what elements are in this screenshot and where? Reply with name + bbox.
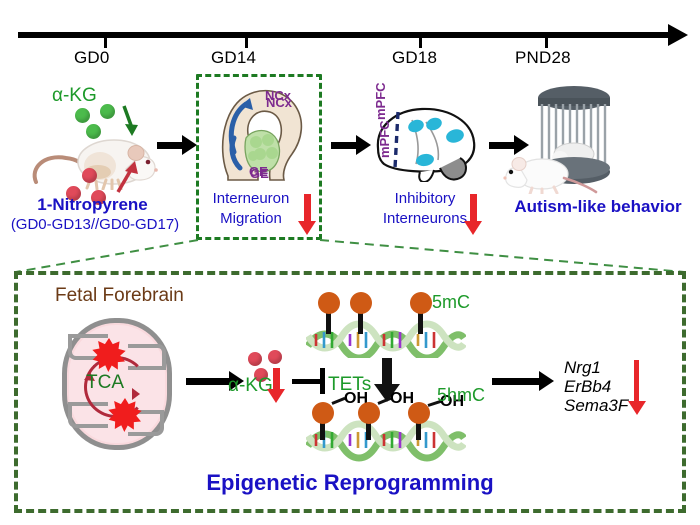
methyl-stalk — [326, 308, 331, 334]
mitochondrion-icon: TCA — [62, 318, 172, 450]
gene-item-nrg1: Nrg1 — [564, 358, 601, 377]
epigenetic-reprogramming-label: Epigenetic Reprogramming — [206, 470, 494, 495]
gd14-decrease-arrow-icon — [298, 194, 316, 235]
mark-5mc-label: 5mC — [432, 292, 471, 312]
akg-molecule-dot — [248, 352, 262, 366]
gene-item-sema3f: Sema3F — [564, 396, 629, 415]
oh-label: OH — [390, 390, 414, 407]
oh-label: OH — [344, 390, 368, 407]
lateral-brain-icon: mPFC — [376, 107, 476, 182]
nitropyrene-up-arrow-icon — [116, 161, 138, 193]
tets-label: TETs — [328, 374, 372, 395]
akg-molecule-dot — [254, 368, 268, 382]
mouse-icon — [503, 157, 598, 194]
akg-decrease-arrow-icon — [267, 368, 285, 403]
methyl-stalk — [366, 418, 371, 440]
hydroxymethyl-group-icon — [312, 402, 334, 424]
dosing-window-label: (GD0-GD13//GD0-GD17) — [10, 216, 180, 233]
ncx-region-label: NCx — [265, 88, 292, 103]
mechanism-akg-label: α-KG — [228, 375, 273, 396]
dna-5mc-icon — [306, 320, 466, 358]
timeline-tick-gd0 — [104, 38, 107, 48]
conversion-down-arrow-icon — [374, 358, 400, 402]
akg-molecule-dot — [86, 124, 101, 139]
gd18-decrease-arrow-icon — [464, 194, 482, 235]
timeline-label-gd14: GD14 — [211, 48, 257, 67]
akg-label: α-KG — [52, 85, 97, 106]
methyl-stalk — [320, 418, 325, 440]
methyl-group-icon — [318, 292, 340, 314]
timeline-tick-gd14 — [245, 38, 248, 48]
pregnant-mouse-icon — [32, 139, 158, 190]
oh-label: OH — [440, 393, 464, 410]
nitropyrene-molecule-dot — [66, 186, 81, 201]
gd14-caption-line1: Interneuron — [212, 190, 290, 207]
timeline-axis — [18, 32, 678, 38]
timeline-label-gd0: GD0 — [74, 48, 110, 67]
arrow-gd18-to-pnd28 — [489, 135, 529, 155]
inhibition-bar-icon — [292, 379, 322, 384]
arrow-mito-to-akg — [186, 371, 244, 391]
methyl-stalk — [418, 308, 423, 334]
akg-down-arrow-icon — [122, 105, 138, 136]
autism-behavior-label: Autism-like behavior — [514, 197, 682, 216]
ge-region-label: GE — [249, 164, 268, 179]
mark-5hmc-label: 5hmC — [437, 385, 486, 405]
genes-decrease-arrow-icon — [628, 360, 646, 415]
methyl-group-icon — [350, 292, 372, 314]
tca-label: TCA — [86, 372, 124, 393]
svg-text:mPFC: mPFC — [377, 120, 392, 158]
gd14-caption-line2: Migration — [220, 210, 282, 227]
nitropyrene-molecule-dot — [91, 190, 106, 205]
inhibition-bar-cap — [320, 368, 325, 394]
zoom-connector-lines — [15, 239, 685, 273]
arrow-to-genes — [492, 371, 554, 391]
mechanism-panel — [14, 271, 686, 513]
nitropyrene-label: 1-Nitropyrene — [37, 195, 148, 214]
timeline-label-pnd28: PND28 — [515, 48, 571, 67]
akg-molecule-dot — [100, 104, 115, 119]
timeline-label-gd18: GD18 — [392, 48, 438, 67]
mpfc-region-label: mPFC — [373, 82, 388, 120]
arrow-gd14-to-gd18 — [331, 135, 371, 155]
akg-molecule-dot — [268, 350, 282, 364]
methyl-stalk — [416, 418, 421, 440]
fetal-forebrain-label: Fetal Forebrain — [55, 285, 184, 306]
nitropyrene-molecule-dot — [82, 168, 97, 183]
gene-item-erbb4: ErBb4 — [564, 377, 612, 396]
coronal-brain-slice-icon: NCx GE — [221, 89, 303, 181]
ncx-label: NCx — [266, 95, 293, 110]
methyl-group-icon — [410, 292, 432, 314]
dna-5hmc-icon — [306, 420, 466, 462]
hydroxymethyl-group-icon — [408, 402, 430, 424]
timeline-tick-gd18 — [419, 38, 422, 48]
ge-label: GE — [250, 166, 269, 181]
timeline-arrow-icon — [668, 24, 688, 46]
gd18-caption-line1: Inhibitory — [394, 190, 456, 207]
arrow-exposure-to-gd14 — [157, 135, 197, 155]
hydroxymethyl-group-icon — [358, 402, 380, 424]
gd18-caption-line2: Interneurons — [382, 210, 468, 227]
methyl-stalk — [358, 308, 363, 334]
akg-molecule-dot — [75, 108, 90, 123]
timeline-tick-pnd28 — [545, 38, 548, 48]
